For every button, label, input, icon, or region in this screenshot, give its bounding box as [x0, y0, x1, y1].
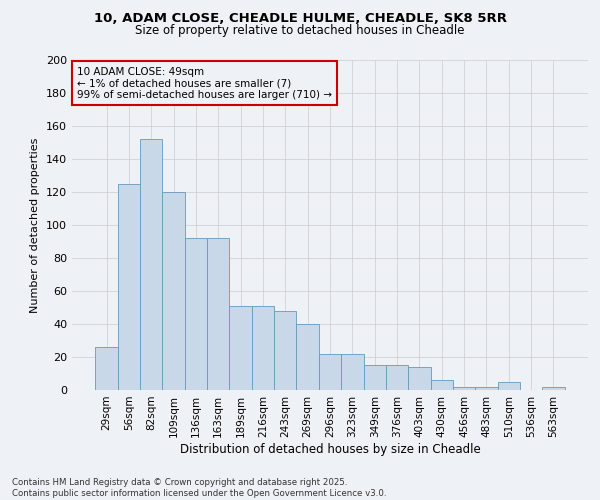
Bar: [341, 354, 364, 390]
Bar: [542, 386, 565, 390]
Bar: [274, 311, 296, 390]
Bar: [296, 324, 319, 390]
Text: 10 ADAM CLOSE: 49sqm
← 1% of detached houses are smaller (7)
99% of semi-detache: 10 ADAM CLOSE: 49sqm ← 1% of detached ho…: [77, 66, 332, 100]
Y-axis label: Number of detached properties: Number of detached properties: [31, 138, 40, 312]
Bar: [319, 354, 341, 390]
Bar: [207, 238, 229, 390]
Bar: [453, 386, 475, 390]
Bar: [386, 365, 408, 390]
X-axis label: Distribution of detached houses by size in Cheadle: Distribution of detached houses by size …: [179, 442, 481, 456]
Bar: [497, 382, 520, 390]
Text: Size of property relative to detached houses in Cheadle: Size of property relative to detached ho…: [135, 24, 465, 37]
Bar: [475, 386, 497, 390]
Bar: [118, 184, 140, 390]
Text: Contains HM Land Registry data © Crown copyright and database right 2025.
Contai: Contains HM Land Registry data © Crown c…: [12, 478, 386, 498]
Bar: [140, 139, 163, 390]
Bar: [163, 192, 185, 390]
Bar: [252, 306, 274, 390]
Bar: [229, 306, 252, 390]
Bar: [364, 365, 386, 390]
Bar: [185, 238, 207, 390]
Text: 10, ADAM CLOSE, CHEADLE HULME, CHEADLE, SK8 5RR: 10, ADAM CLOSE, CHEADLE HULME, CHEADLE, …: [94, 12, 506, 26]
Bar: [95, 347, 118, 390]
Bar: [431, 380, 453, 390]
Bar: [408, 367, 431, 390]
